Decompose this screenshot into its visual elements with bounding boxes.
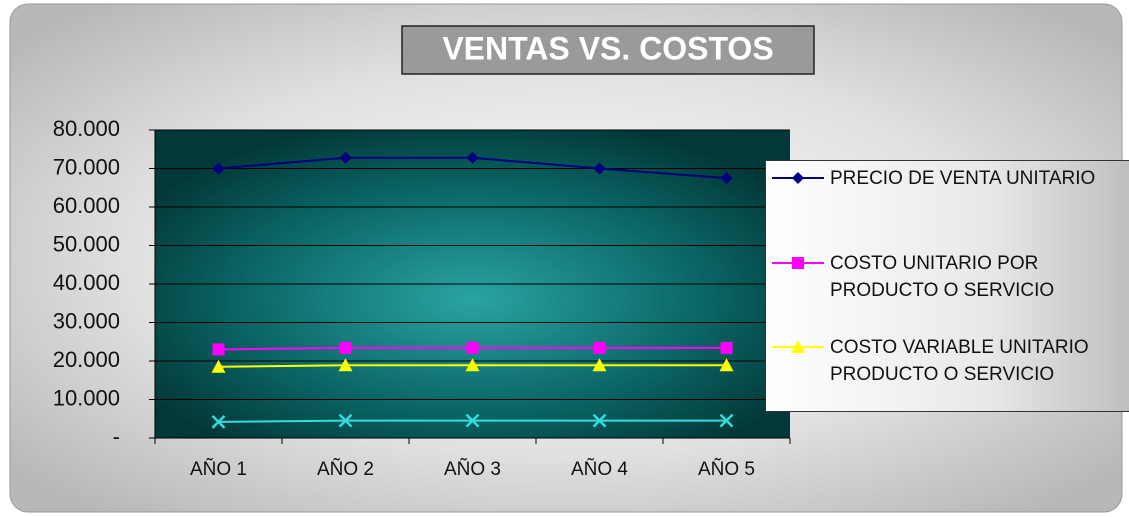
title-box [401, 25, 815, 75]
marker [593, 162, 606, 175]
x-tick-label: AÑO 1 [190, 458, 247, 480]
legend-marker [792, 257, 804, 269]
marker [339, 341, 352, 354]
y-tick-label: 30.000 [53, 308, 120, 333]
y-tick-label: - [113, 424, 120, 449]
x-tick-label: AÑO 3 [444, 458, 501, 480]
legend-marker [791, 340, 805, 353]
legend-swatch [772, 340, 824, 353]
marker [593, 341, 606, 354]
marker [719, 358, 734, 372]
x-tick-label: AÑO 2 [317, 458, 374, 480]
marker [592, 358, 607, 372]
marker [465, 413, 480, 428]
legend-label: COSTO VARIABLE UNITARIO PRODUCTO O SERVI… [830, 337, 1089, 385]
y-tick-label: 50.000 [53, 231, 120, 256]
legend-label: COSTO UNITARIO POR PRODUCTO O SERVICIO [830, 253, 1055, 301]
marker [211, 359, 226, 373]
legend-label: PRECIO DE VENTA UNITARIO [830, 168, 1096, 189]
marker [212, 343, 225, 356]
y-tick-label: 60.000 [53, 193, 120, 218]
x-tick-label: AÑO 5 [698, 458, 755, 480]
y-tick-label: 80.000 [53, 116, 120, 141]
y-tick-label: 40.000 [53, 270, 120, 295]
marker [719, 413, 734, 428]
marker [466, 341, 479, 354]
marker [720, 341, 733, 354]
marker [211, 414, 226, 429]
x-tick-label: AÑO 4 [571, 458, 628, 480]
marker [720, 172, 733, 185]
y-tick-label: 70.000 [53, 154, 120, 179]
legend-marker [792, 172, 804, 184]
legend-swatch [772, 257, 824, 269]
legend: PRECIO DE VENTA UNITARIO COSTO UNITARIO P… [765, 160, 1129, 412]
chart-title: VENTAS VS. COSTOS [442, 30, 773, 66]
marker [338, 413, 353, 428]
marker [212, 162, 225, 175]
y-tick-label: 10.000 [53, 385, 120, 410]
y-tick-label: 20.000 [53, 347, 120, 372]
legend-swatch [772, 172, 824, 184]
marker [466, 151, 479, 164]
marker [338, 358, 353, 372]
marker [465, 358, 480, 372]
marker [592, 413, 607, 428]
marker [339, 151, 352, 164]
